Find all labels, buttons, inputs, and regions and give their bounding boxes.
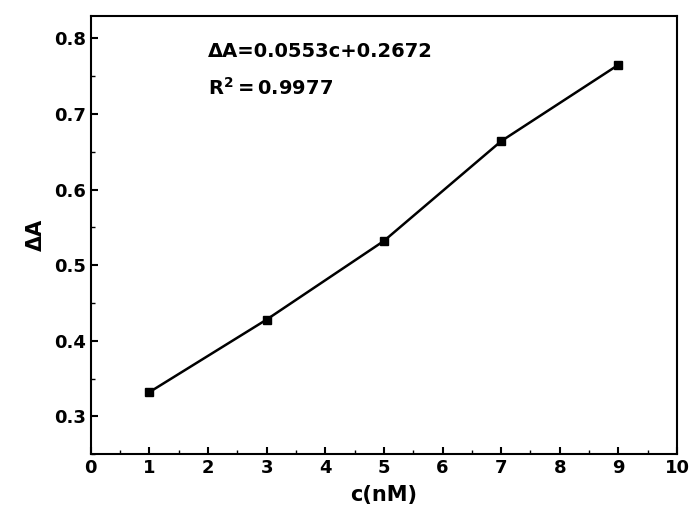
- Text: $\mathbf{R^2}$$\mathbf{=0.9977}$: $\mathbf{R^2}$$\mathbf{=0.9977}$: [208, 77, 334, 99]
- Y-axis label: ΔA: ΔA: [26, 219, 45, 251]
- X-axis label: c(nM): c(nM): [350, 485, 417, 505]
- Text: ΔA=0.0553c+0.2672: ΔA=0.0553c+0.2672: [208, 42, 433, 61]
